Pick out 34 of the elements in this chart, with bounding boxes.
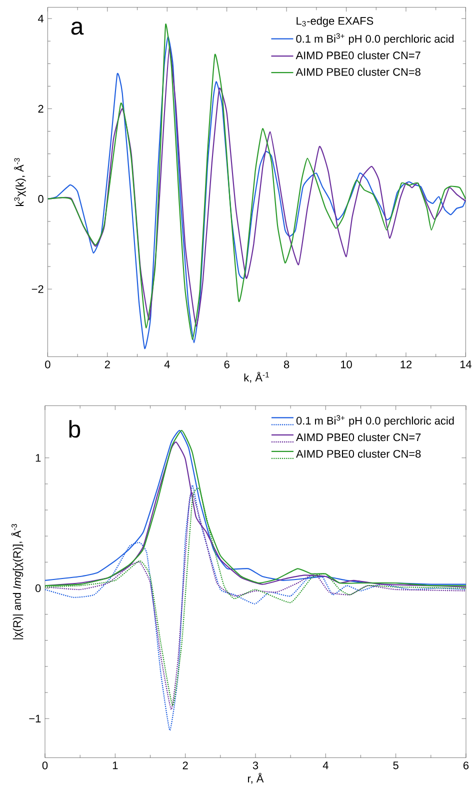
- x-tick-label: 12: [400, 360, 412, 368]
- y-axis-title: |χ(R)| and Img[χ(R)], Å$^{-3}$: [11, 524, 24, 640]
- x-tick-label: 1: [112, 762, 118, 770]
- y-tick-label: 4: [38, 14, 44, 22]
- legend-label: 0.1 m Bi$^{3+}$ pH 0.0 perchloric acid: [296, 415, 454, 427]
- annotation: b: [69, 420, 80, 438]
- x-tick-label: 4: [164, 360, 170, 368]
- legend-label: AIMD PBE0 cluster CN=8: [296, 68, 420, 76]
- x-tick-label: 2: [104, 360, 110, 368]
- y-tick-label: 0: [38, 195, 44, 203]
- y-tick-label: 2: [38, 104, 44, 113]
- y-tick-label: 0: [35, 584, 41, 592]
- legend-label: AIMD PBE0 cluster CN=8: [296, 450, 421, 458]
- y-tick-label: 1: [36, 454, 41, 462]
- legend-label: 0.1 m Bi$^{3+}$ pH 0.0 perchloric acid: [296, 33, 454, 45]
- annotation: a: [71, 22, 84, 35]
- legend-label: AIMD PBE0 cluster CN=7: [296, 51, 420, 60]
- x-tick-label: 2: [182, 762, 188, 770]
- y-tick-label: −1: [29, 714, 41, 722]
- x-axis-title: k, Å$^{-1}$: [244, 372, 269, 383]
- x-tick-label: 4: [322, 762, 328, 770]
- x-tick-label: 8: [284, 360, 290, 368]
- x-axis-title: r, Å: [248, 772, 264, 784]
- legend-title: L$_{3}$-edge EXAFS: [296, 16, 374, 27]
- y-axis-title: k$^{3}$χ(k), Å$^{-3}$: [14, 158, 26, 206]
- x-tick-label: 10: [341, 360, 352, 368]
- x-tick-label: 3: [252, 762, 258, 770]
- y-tick-label: −2: [32, 285, 44, 293]
- x-tick-label: 0: [45, 360, 50, 368]
- x-tick-label: 6: [464, 762, 469, 770]
- x-tick-label: 14: [460, 360, 472, 368]
- legend-label: AIMD PBE0 cluster CN=7: [296, 433, 421, 442]
- x-tick-label: 5: [393, 762, 398, 770]
- x-tick-label: 6: [224, 360, 230, 368]
